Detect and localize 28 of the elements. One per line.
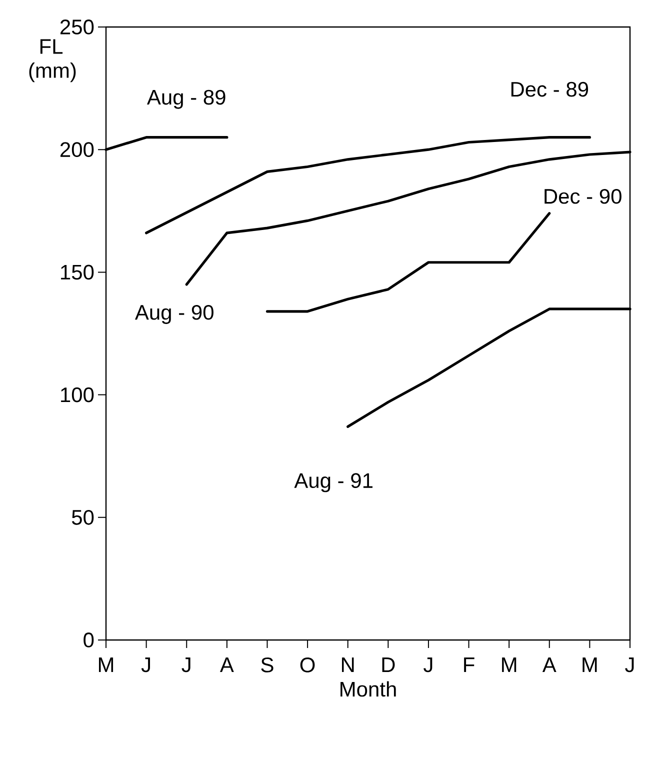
text: Aug - 91 bbox=[294, 473, 372, 492]
y-tick-label: 250 bbox=[60, 20, 94, 34]
x-tick-label: O bbox=[300, 658, 315, 672]
y-tick-label: 150 bbox=[61, 264, 94, 280]
y-axis-title: FL (mm) bbox=[29, 39, 76, 82]
x-tick-label: M bbox=[582, 658, 597, 672]
x-tick-label: J bbox=[182, 658, 190, 672]
x-tick-label: D bbox=[382, 658, 395, 672]
x-tick-label: N bbox=[342, 658, 354, 672]
y-tick-label: 200 bbox=[60, 142, 94, 158]
x-tick-label: F bbox=[464, 658, 474, 672]
y-tick-label: 100 bbox=[61, 387, 94, 402]
line-series bbox=[145, 136, 591, 234]
x-tick-label: M bbox=[502, 658, 516, 672]
x-tick-label: A bbox=[220, 658, 234, 672]
x-tick-label: A bbox=[542, 658, 556, 672]
series-label: Aug - 89 bbox=[146, 90, 226, 109]
x-tick-label: J bbox=[141, 658, 150, 672]
x-tick-label: J bbox=[424, 658, 432, 672]
y-tick-label: 0 bbox=[84, 632, 94, 648]
series-label: Aug - 90 bbox=[134, 304, 214, 324]
series-label: Dec - 90 bbox=[544, 188, 622, 204]
x-tick-label: S bbox=[261, 658, 274, 672]
x-tick-label: M bbox=[98, 658, 114, 672]
x-axis-title: Month bbox=[340, 681, 396, 697]
x-tick-label: J bbox=[625, 658, 634, 672]
series-label: Dec - 89 bbox=[511, 82, 588, 97]
y-tick-label: 50 bbox=[72, 510, 94, 525]
